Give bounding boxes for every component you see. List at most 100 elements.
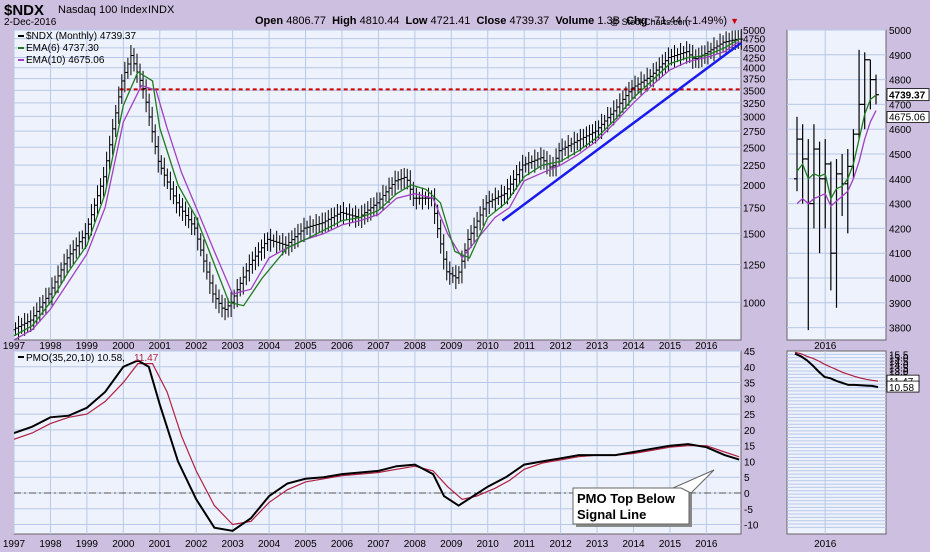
x-tick-label: 2015 bbox=[659, 341, 682, 352]
x-tick-label: 2004 bbox=[258, 341, 281, 352]
zoom-y-tick-label: 4200 bbox=[889, 224, 912, 235]
x-tick-label: 2012 bbox=[549, 341, 572, 352]
pmo-y-tick-label: 0 bbox=[744, 489, 750, 500]
ema10-value-tag-text: 4675.06 bbox=[889, 113, 926, 124]
pmo-zoom-y-tick-label: 15.5 bbox=[889, 350, 909, 361]
ohlc-summary: Open 4806.77 High 4810.44 Low 4721.41 Cl… bbox=[255, 15, 739, 27]
high-label: High bbox=[332, 15, 357, 27]
ema10-line bbox=[13, 40, 740, 341]
y-tick-label: 2250 bbox=[743, 161, 766, 172]
high-value: 4810.44 bbox=[359, 15, 400, 27]
y-tick-label: 4250 bbox=[743, 53, 766, 64]
zoom-y-tick-label: 4800 bbox=[889, 76, 912, 87]
zoom-x-tick-label: 2016 bbox=[814, 539, 837, 550]
x-tick-label: 2016 bbox=[695, 539, 718, 550]
down-triangle-icon: ▼ bbox=[730, 16, 739, 26]
low-value: 4721.41 bbox=[430, 15, 471, 27]
watermark: @ StockCharts.com bbox=[610, 17, 691, 27]
chg-label: Chg bbox=[626, 15, 648, 27]
zoom-y-tick-label: 3800 bbox=[889, 324, 912, 335]
x-tick-label: 2004 bbox=[258, 539, 281, 550]
x-tick-label: 2001 bbox=[149, 341, 172, 352]
y-tick-label: 3000 bbox=[743, 112, 766, 123]
pmo-y-tick-label: 20 bbox=[744, 426, 756, 437]
close-value: 4739.37 bbox=[509, 15, 550, 27]
x-tick-label: 2009 bbox=[440, 539, 463, 550]
x-tick-label: 1999 bbox=[76, 341, 99, 352]
pmo-zoom-y-tick-label: 13.0 bbox=[889, 367, 909, 378]
zoom-y-tick-label: 4900 bbox=[889, 51, 912, 62]
x-tick-label: 2009 bbox=[440, 341, 463, 352]
x-tick-label: 1997 bbox=[3, 341, 26, 352]
chg-value: -71.44 (-1.49%) bbox=[650, 15, 727, 27]
x-tick-label: 2007 bbox=[367, 539, 390, 550]
x-tick-label: 2010 bbox=[477, 341, 500, 352]
y-tick-label: 1750 bbox=[743, 204, 766, 215]
y-tick-label: 3750 bbox=[743, 75, 766, 86]
x-tick-label: 2010 bbox=[477, 539, 500, 550]
x-tick-label: 2000 bbox=[112, 341, 135, 352]
legend-entry: EMA(6) 4737.30 bbox=[26, 43, 99, 54]
pmo-y-tick-label: 5 bbox=[744, 473, 750, 484]
chart-date: 2-Dec-2016 bbox=[4, 17, 57, 28]
pmo-zoom-y-tick-label: 13.5 bbox=[889, 364, 909, 375]
x-tick-label: 2015 bbox=[659, 539, 682, 550]
pmo-y-tick-label: -10 bbox=[744, 521, 759, 532]
close-label: Close bbox=[476, 15, 507, 27]
open-value: 4806.77 bbox=[286, 15, 326, 27]
exchange-label: INDX bbox=[148, 4, 175, 16]
y-tick-label: 1500 bbox=[743, 230, 766, 241]
x-tick-label: 1997 bbox=[3, 539, 26, 550]
y-tick-label: 4750 bbox=[743, 35, 766, 46]
pmo-y-tick-label: 30 bbox=[744, 394, 756, 405]
annotation-text: PMO Top Below bbox=[577, 491, 676, 506]
trend-line bbox=[501, 42, 742, 222]
zoom-x-tick-label: 2016 bbox=[814, 341, 837, 352]
pmo-zoom-y-tick-label: 14.0 bbox=[889, 360, 909, 371]
y-tick-label: 3500 bbox=[743, 86, 766, 97]
legend-entry: EMA(10) 4675.06 bbox=[26, 55, 105, 66]
pmo-y-tick-label: 45 bbox=[744, 347, 756, 358]
zoom-ema10-line bbox=[796, 110, 877, 208]
volume-label: Volume bbox=[555, 15, 595, 27]
open-label: Open bbox=[255, 15, 284, 27]
y-tick-label: 2750 bbox=[743, 127, 766, 138]
index-name: Nasdaq 100 Index bbox=[58, 4, 148, 16]
x-tick-label: 1998 bbox=[39, 341, 62, 352]
zoom-ema6-line bbox=[796, 94, 877, 201]
x-tick-label: 2007 bbox=[367, 341, 390, 352]
x-tick-label: 2014 bbox=[622, 539, 645, 550]
x-tick-label: 2008 bbox=[404, 341, 427, 352]
pmo-y-tick-label: 35 bbox=[744, 379, 756, 390]
x-tick-label: 2006 bbox=[331, 539, 354, 550]
legend-entry: $NDX (Monthly) 4739.37 bbox=[26, 31, 136, 42]
zoom-y-tick-label: 5000 bbox=[889, 26, 912, 37]
pmo-zoom-y-tick-label: 15.0 bbox=[889, 354, 909, 365]
x-tick-label: 2005 bbox=[294, 539, 317, 550]
x-tick-label: 2013 bbox=[586, 341, 609, 352]
x-tick-label: 2001 bbox=[149, 539, 172, 550]
pmo-y-tick-label: 10 bbox=[744, 457, 756, 468]
zoom-y-tick-label: 4400 bbox=[889, 175, 912, 186]
y-tick-label: 4000 bbox=[743, 64, 766, 75]
x-tick-label: 1998 bbox=[39, 539, 62, 550]
x-tick-label: 2011 bbox=[513, 539, 535, 550]
x-tick-label: 2000 bbox=[112, 539, 135, 550]
y-tick-label: 1000 bbox=[743, 298, 766, 309]
volume-value: 1.3B bbox=[597, 15, 620, 27]
x-tick-label: 2005 bbox=[294, 341, 317, 352]
x-tick-label: 2006 bbox=[331, 341, 354, 352]
ema10-value-tag bbox=[886, 111, 930, 123]
pmo-y-tick-label: 15 bbox=[744, 442, 756, 453]
x-tick-label: 2003 bbox=[222, 539, 245, 550]
x-tick-label: 2014 bbox=[622, 341, 645, 352]
zoom-y-tick-label: 4600 bbox=[889, 125, 912, 136]
zoom-y-tick-label: 4300 bbox=[889, 200, 912, 211]
close-value-tag bbox=[886, 88, 930, 102]
pmo-zoom-line bbox=[794, 352, 879, 389]
symbol-title: $NDX bbox=[4, 2, 45, 19]
pmo-zoom-panel bbox=[786, 350, 887, 535]
x-tick-label: 2012 bbox=[549, 539, 572, 550]
annotation-pointer bbox=[672, 469, 715, 494]
